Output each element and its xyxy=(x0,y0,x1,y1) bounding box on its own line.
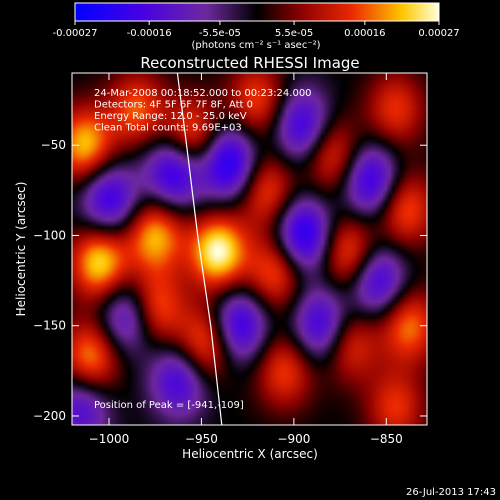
x-tick-label: −850 xyxy=(370,432,403,446)
colorbar-unit-label: (photons cm⁻² s⁻¹ asec⁻²) xyxy=(191,40,320,51)
colorbar-tick-label: 5.5e-05 xyxy=(275,28,313,39)
colorbar-tick-label: -0.00016 xyxy=(127,28,172,39)
x-tick-label: −950 xyxy=(185,432,218,446)
colorbar-tick-label: 0.00016 xyxy=(344,28,385,39)
y-axis-label: Heliocentric Y (arcsec) xyxy=(14,182,28,317)
info-line: Detectors: 4F 5F 6F 7F 8F, Att 0 xyxy=(94,100,253,111)
x-axis: −1000 −950 −900 −850 xyxy=(89,73,403,446)
y-tick-label: −150 xyxy=(33,319,66,333)
observation-info: 24-Mar-2008 00:18:52.000 to 00:23:24.000… xyxy=(94,88,312,134)
y-tick-label: −50 xyxy=(41,138,66,152)
colorbar-tick-label: -5.5e-05 xyxy=(199,28,241,39)
colorbar-tick-label: 0.00027 xyxy=(418,28,459,39)
y-tick-label: −100 xyxy=(33,228,66,242)
y-tick-label: −200 xyxy=(33,409,66,423)
info-line: Clean Total counts: 9.69E+03 xyxy=(94,123,242,134)
x-tick-label: −1000 xyxy=(89,432,130,446)
heatmap-image xyxy=(72,73,427,425)
x-axis-label: Heliocentric X (arcsec) xyxy=(182,447,318,461)
footer-timestamp: 26-Jul-2013 17:43 xyxy=(406,487,496,498)
colorbar xyxy=(74,2,440,22)
peak-position-label: Position of Peak = [-941,-109] xyxy=(94,400,244,411)
chart-title: Reconstructed RHESSI Image xyxy=(140,54,359,72)
info-line: 24-Mar-2008 00:18:52.000 to 00:23:24.000 xyxy=(94,88,312,99)
y-axis: −50 −100 −150 −200 xyxy=(33,138,427,423)
plot-frame xyxy=(71,72,428,426)
colorbar-tick-label: -0.00027 xyxy=(53,28,98,39)
solar-limb-curve xyxy=(176,73,223,425)
info-line: Energy Range: 12.0 - 25.0 keV xyxy=(94,111,247,122)
x-tick-label: −900 xyxy=(277,432,310,446)
colorbar-ticks: -0.00027 -0.00016 -5.5e-05 5.5e-05 0.00016 0.… xyxy=(53,21,460,39)
